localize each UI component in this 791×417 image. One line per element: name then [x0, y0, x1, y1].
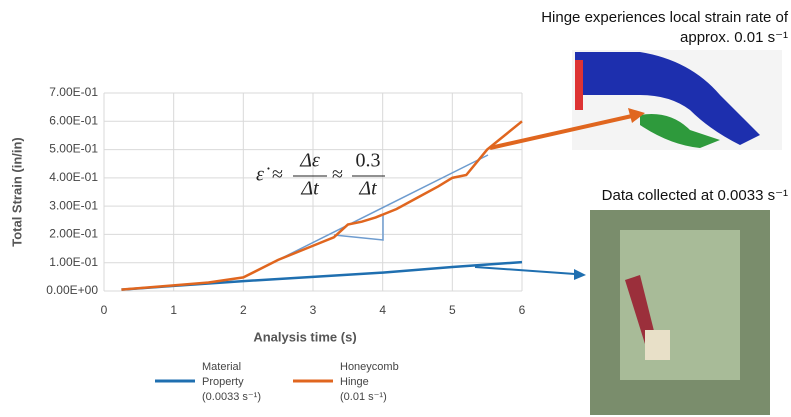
test-photo	[590, 210, 770, 415]
x-tick-label: 0	[101, 303, 108, 317]
legend-label: Material Property (0.0033 s⁻¹)	[202, 361, 261, 403]
x-tick-label: 6	[519, 303, 526, 317]
y-tick-label: 5.00E-01	[49, 142, 98, 156]
x-tick-label: 5	[449, 303, 456, 317]
arrow-head	[574, 269, 586, 280]
slope-triangle	[333, 215, 384, 241]
formula-num: Δε	[299, 150, 320, 172]
series-line	[121, 120, 523, 291]
x-axis-title: Analysis time (s)	[253, 329, 356, 344]
formula-lhs: ε̇	[256, 164, 270, 186]
y-tick-label: 3.00E-01	[49, 198, 98, 212]
formula-den: Δt	[300, 178, 319, 200]
arrow-head	[628, 108, 645, 123]
arrow	[474, 266, 576, 275]
x-tick-label: 1	[170, 303, 177, 317]
y-tick-label: 6.00E-01	[49, 113, 98, 127]
legend-label: Honeycomb Hinge (0.01 s⁻¹)	[340, 361, 399, 403]
formula-num: 0.3	[356, 150, 381, 172]
annotation: Data collected at 0.0033 s⁻¹	[601, 187, 788, 204]
annotation: Hinge experiences local strain rate of a…	[541, 9, 788, 46]
x-tick-label: 2	[240, 303, 247, 317]
y-tick-label: 7.00E-01	[49, 85, 98, 99]
fea-image	[572, 50, 782, 150]
y-tick-label: 0.00E+00	[46, 283, 98, 297]
y-tick-label: 1.00E-01	[49, 255, 98, 269]
formula-approx: ≈	[272, 164, 283, 186]
x-tick-label: 3	[310, 303, 317, 317]
y-tick-label: 2.00E-01	[49, 227, 98, 241]
formula-approx: ≈	[332, 164, 343, 186]
formula-den: Δt	[358, 178, 377, 200]
arrow	[489, 114, 633, 150]
y-tick-label: 4.00E-01	[49, 170, 98, 184]
x-tick-label: 4	[379, 303, 386, 317]
y-axis-title: Total Strain (in/in)	[9, 137, 24, 247]
